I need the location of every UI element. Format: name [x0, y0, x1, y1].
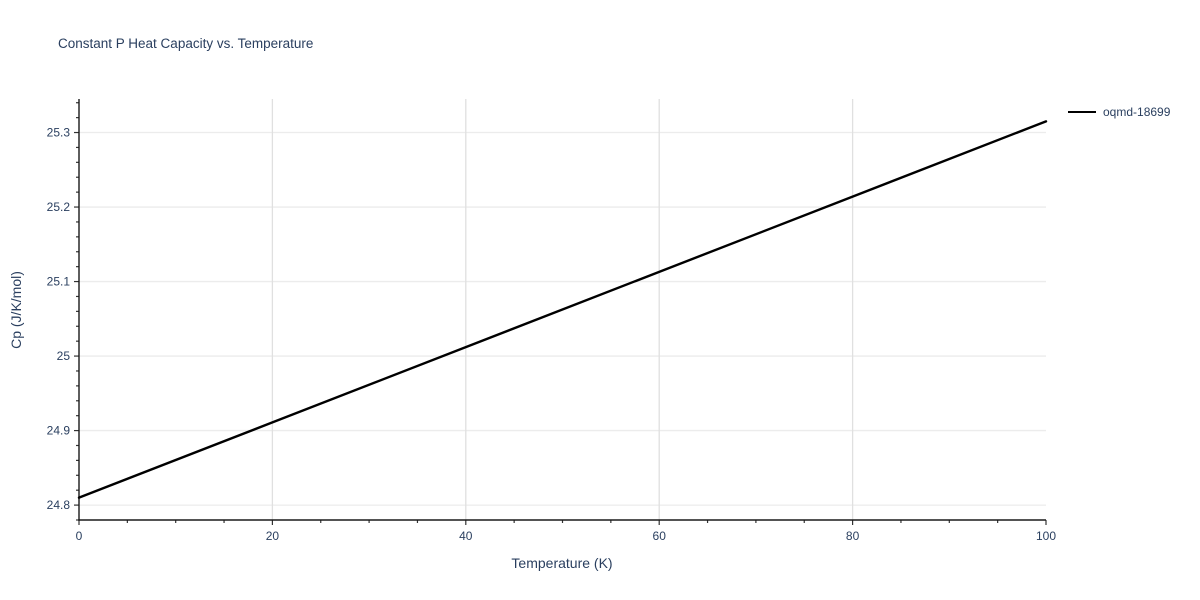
y-tick-label: 25.3	[47, 126, 71, 140]
x-tick-label: 40	[459, 529, 473, 543]
legend-item-oqmd-18699[interactable]: oqmd-18699	[1068, 105, 1170, 119]
x-tick-labels: 0 20 40 60 80 100	[76, 529, 1057, 543]
x-major-ticks	[78, 520, 1047, 525]
y-tick-labels: 24.8 24.9 25 25.1 25.2 25.3	[47, 126, 71, 513]
x-axis-title: Temperature (K)	[511, 555, 613, 571]
y-tick-label: 24.9	[47, 424, 71, 438]
legend-line-swatch	[1068, 111, 1096, 113]
axis-spines	[78, 99, 1046, 521]
series-line-oqmd-18699	[77, 120, 1048, 499]
y-axis-title: Cp (J/K/mol)	[8, 271, 24, 349]
legend-label: oqmd-18699	[1103, 105, 1171, 119]
y-tick-label: 25	[57, 349, 71, 363]
chart-title: Constant P Heat Capacity vs. Temperature	[58, 36, 314, 51]
x-tick-label: 60	[653, 529, 667, 543]
y-gridlines	[79, 131, 1046, 506]
y-tick-label: 24.8	[47, 498, 71, 512]
y-major-ticks	[74, 131, 79, 506]
y-tick-label: 25.2	[47, 200, 71, 214]
x-tick-label: 20	[266, 529, 280, 543]
legend: oqmd-18699	[1068, 105, 1170, 119]
y-tick-label: 25.1	[47, 275, 71, 289]
x-gridlines	[271, 99, 854, 520]
x-tick-label: 80	[846, 529, 860, 543]
x-tick-label: 100	[1036, 529, 1056, 543]
x-tick-label: 0	[76, 529, 83, 543]
